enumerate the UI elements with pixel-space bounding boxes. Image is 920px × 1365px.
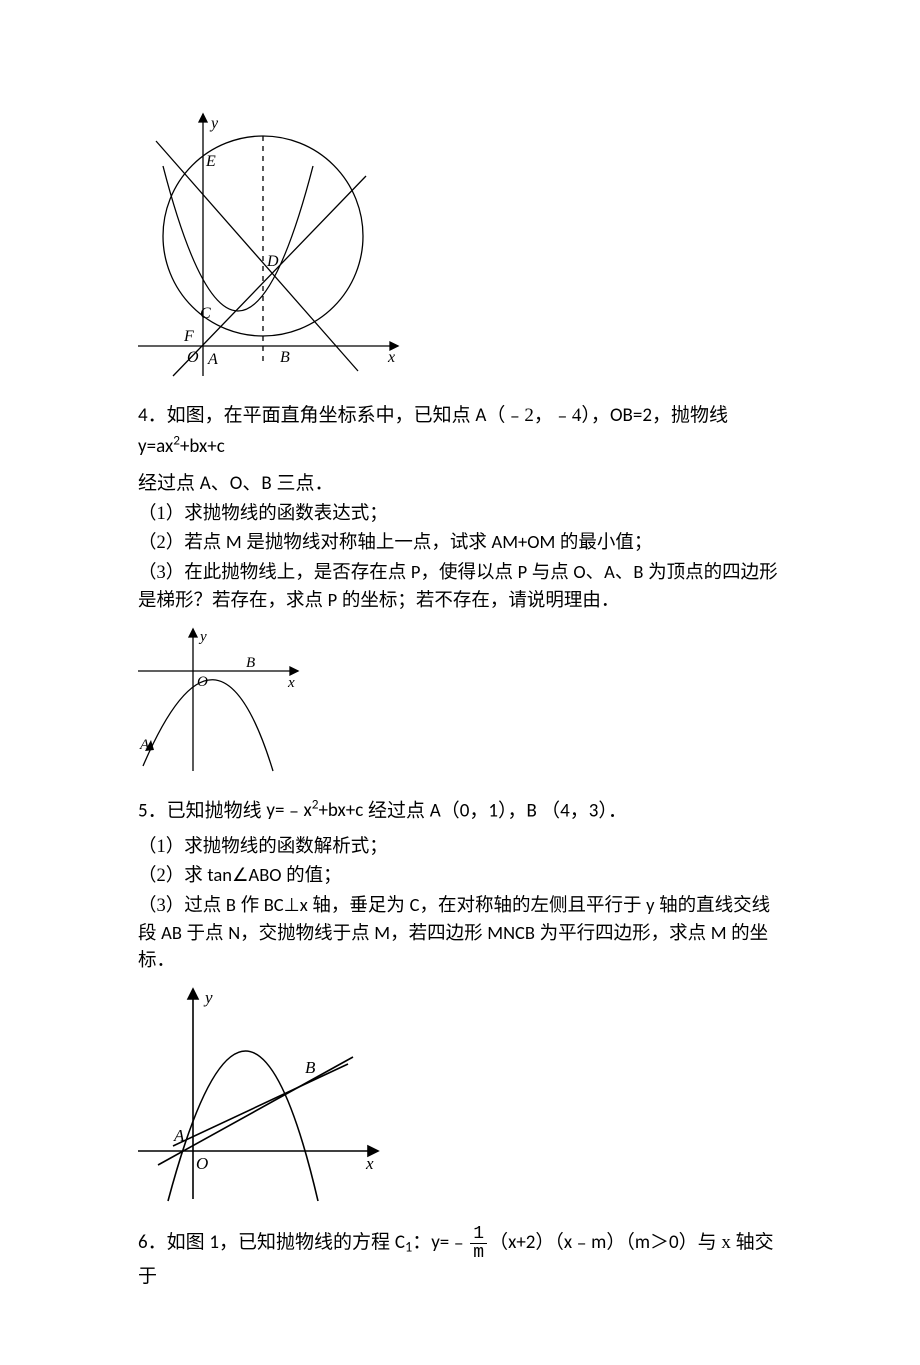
figure-top: y x O A B C F D E — [138, 106, 782, 391]
p4-label-x: x — [287, 675, 295, 691]
p5-equation: y=﹣x2+bx+c — [266, 799, 363, 822]
label-x-axis: x — [387, 349, 395, 366]
p5-label-y: y — [203, 988, 213, 1007]
figure-p5: y x O A B — [138, 981, 782, 1211]
p4-number: 4 — [138, 404, 148, 427]
p4-stem-line2: 经过点 A、O、B 三点． — [138, 469, 782, 498]
label-F: F — [183, 328, 194, 345]
p5-q2: （2）求 tan∠ABO 的值； — [138, 862, 782, 890]
p5-label-x: x — [365, 1154, 374, 1173]
figure-p4: y x O B A — [138, 621, 782, 781]
p6-number: 6 — [138, 1231, 148, 1254]
p4-q3: （3）在此抛物线上，是否存在点 P，使得以点 P 与点 O、A、B 为顶点的四边… — [138, 559, 782, 615]
p5-label-O: O — [196, 1154, 208, 1173]
problem-6: 6．如图 1，已知抛物线的方程 C1：y=﹣1m（x+2）（x﹣m）（m＞0）与… — [138, 1225, 782, 1291]
p6-stem: 6．如图 1，已知抛物线的方程 C1：y=﹣1m（x+2）（x﹣m）（m＞0）与… — [138, 1225, 782, 1291]
p4-stem-line1: 4．如图，在平面直角坐标系中，已知点 A（﹣2，﹣4），OB=2，抛物线 y=a… — [138, 401, 782, 461]
p4-label-y: y — [198, 629, 207, 645]
p4-label-O: O — [197, 674, 208, 690]
p4-label-B: B — [246, 655, 255, 671]
p5-label-B: B — [305, 1058, 316, 1077]
p6-C1: C1 — [395, 1231, 412, 1254]
p4-q1: （1）求抛物线的函数表达式； — [138, 501, 782, 528]
coord-circle-parabola: y x O A B C F D E — [138, 106, 408, 386]
label-O: O — [187, 349, 199, 366]
label-C: C — [200, 305, 211, 322]
p5-number: 5 — [138, 799, 148, 822]
fraction-1-over-m: 1m — [470, 1225, 487, 1262]
problem-5: 5．已知抛物线 y=﹣x2+bx+c 经过点 A（0，1），B （4，3）． （… — [138, 795, 782, 1211]
label-E: E — [205, 153, 216, 170]
p5-label-A: A — [173, 1126, 185, 1145]
problem-4: 4．如图，在平面直角坐标系中，已知点 A（﹣2，﹣4），OB=2，抛物线 y=a… — [138, 401, 782, 781]
label-D: D — [266, 253, 279, 270]
p5-stem: 5．已知抛物线 y=﹣x2+bx+c 经过点 A（0，1），B （4，3）． — [138, 795, 782, 826]
label-A: A — [207, 351, 218, 368]
p4-equation: y=ax2+bx+c — [138, 435, 225, 458]
label-y-axis: y — [209, 115, 219, 132]
p4-q2: （2）若点 M 是抛物线对称轴上一点，试求 AM+OM 的最小值； — [138, 529, 782, 557]
label-B: B — [280, 349, 290, 366]
p4-coord: y x O B A — [138, 621, 308, 776]
p5-q3: （3）过点 B 作 BC⊥x 轴，垂足为 C，在对称轴的左侧且平行于 y 轴的直… — [138, 892, 782, 974]
p5-q1: （1）求抛物线的函数解析式； — [138, 834, 782, 861]
p5-coord: y x O A B — [138, 981, 388, 1206]
